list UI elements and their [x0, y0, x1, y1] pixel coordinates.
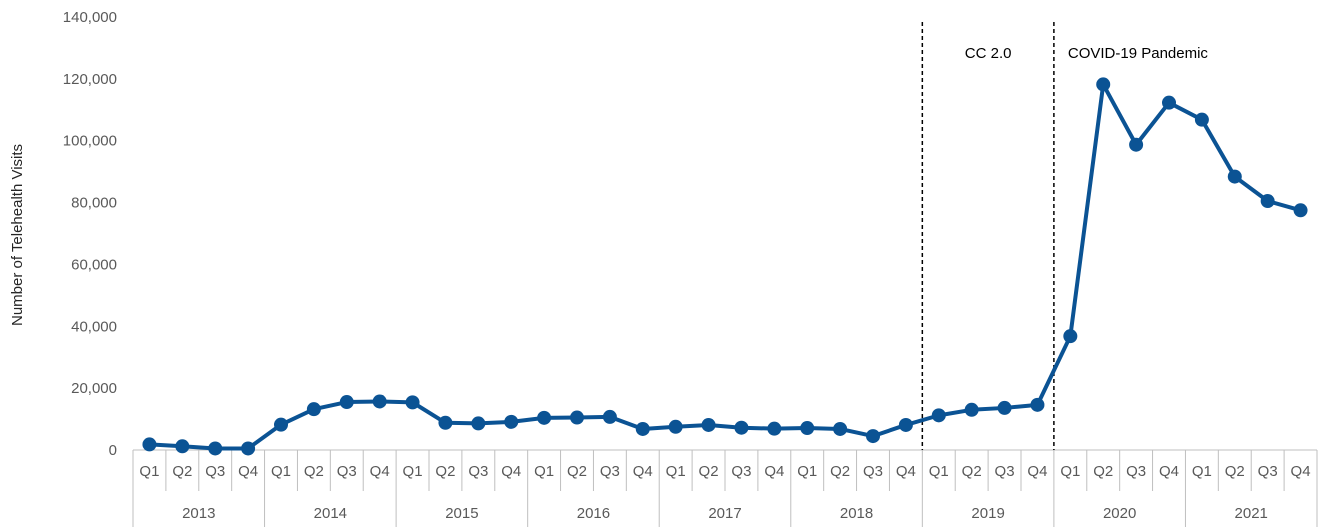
y-tick-label: 20,000 — [71, 380, 117, 397]
x-axis-categories: Q1 Q2 Q3 Q4 Q1 Q2 Q3 Q4 Q1 Q2 Q3 Q4 Q1 Q2 Q3 Q4 Q1 Q2 Q3 Q4… — [139, 463, 1310, 522]
annotation-lines: CC 2.0 COVID-19 Pandemic — [921, 22, 1209, 450]
data-point — [1129, 137, 1144, 152]
y-tick-label: 40,000 — [71, 318, 117, 335]
data-point — [833, 421, 848, 436]
quarter-label: Q4 — [501, 463, 521, 480]
quarter-label: Q1 — [1060, 463, 1080, 480]
quarter-label: Q4 — [370, 463, 390, 480]
quarter-label: Q2 — [567, 463, 587, 480]
data-point — [701, 417, 716, 432]
y-tick-label: 100,000 — [63, 133, 117, 150]
data-point — [142, 437, 157, 452]
data-point — [405, 395, 420, 410]
data-point — [372, 394, 387, 409]
y-axis-label: Number of Telehealth Visits — [9, 144, 26, 326]
data-point — [1293, 203, 1308, 218]
quarter-label: Q3 — [600, 463, 620, 480]
data-point — [997, 400, 1012, 415]
quarter-label: Q2 — [172, 463, 192, 480]
quarter-label: Q2 — [1093, 463, 1113, 480]
annotation-label: COVID-19 Pandemic — [1068, 45, 1209, 62]
quarter-label: Q4 — [633, 463, 653, 480]
quarter-label: Q2 — [1225, 463, 1245, 480]
quarter-label: Q3 — [731, 463, 751, 480]
quarter-label: Q1 — [1192, 463, 1212, 480]
axes — [132, 449, 1318, 527]
quarter-label: Q4 — [764, 463, 784, 480]
series-line — [147, 82, 1303, 451]
quarter-label: Q3 — [337, 463, 357, 480]
quarter-label: Q3 — [1126, 463, 1146, 480]
data-point — [734, 420, 749, 435]
data-point — [800, 421, 815, 436]
data-point — [1162, 95, 1176, 110]
data-point — [668, 419, 683, 434]
data-point — [866, 429, 880, 444]
year-label: 2018 — [840, 505, 873, 522]
quarter-label: Q3 — [468, 463, 488, 480]
quarter-label: Q3 — [1258, 463, 1278, 480]
year-label: 2013 — [182, 505, 215, 522]
data-point — [898, 417, 913, 432]
data-point — [1260, 194, 1275, 209]
data-point — [570, 410, 584, 425]
data-point — [1194, 112, 1209, 127]
data-point — [931, 408, 946, 423]
quarter-label: Q3 — [995, 463, 1015, 480]
data-point — [1030, 397, 1045, 412]
data-point — [537, 410, 552, 425]
data-point — [602, 409, 617, 424]
quarter-label: Q4 — [1291, 463, 1311, 480]
quarter-label: Q2 — [435, 463, 455, 480]
year-label: 2017 — [708, 505, 741, 522]
y-tick-label: 60,000 — [71, 256, 117, 273]
quarter-label: Q4 — [896, 463, 916, 480]
y-tick-label: 80,000 — [71, 195, 117, 212]
data-point — [339, 395, 354, 410]
year-label: 2014 — [314, 505, 347, 522]
data-point — [241, 441, 256, 456]
data-point — [208, 441, 223, 456]
quarter-label: Q4 — [1027, 463, 1047, 480]
data-point — [1227, 169, 1242, 184]
annotation-label: CC 2.0 — [965, 45, 1012, 62]
quarter-label: Q2 — [304, 463, 324, 480]
data-point — [1063, 329, 1078, 344]
quarter-label: Q1 — [797, 463, 817, 480]
y-tick-label: 120,000 — [63, 71, 117, 88]
quarter-label: Q1 — [534, 463, 554, 480]
data-point — [471, 416, 486, 431]
quarter-label: Q1 — [929, 463, 949, 480]
series-layer — [142, 77, 1308, 456]
quarter-label: Q1 — [139, 463, 159, 480]
quarter-label: Q2 — [699, 463, 719, 480]
y-axis-tick-labels: 0 20,000 40,000 60,000 80,000 100,000 120,000 1… — [63, 9, 117, 459]
data-point — [964, 402, 979, 417]
y-tick-label: 0 — [109, 442, 117, 459]
quarter-label: Q1 — [666, 463, 686, 480]
data-point — [175, 439, 190, 454]
year-label: 2015 — [445, 505, 478, 522]
data-point — [635, 421, 650, 436]
year-label: 2019 — [971, 505, 1004, 522]
quarter-label: Q1 — [271, 463, 291, 480]
y-tick-label: 140,000 — [63, 9, 117, 26]
data-point — [438, 415, 453, 430]
quarter-label: Q3 — [205, 463, 225, 480]
year-label: 2020 — [1103, 505, 1136, 522]
data-point — [504, 414, 519, 429]
year-label: 2021 — [1235, 505, 1268, 522]
data-point — [306, 402, 321, 417]
quarter-label: Q1 — [403, 463, 423, 480]
quarter-label: Q3 — [863, 463, 883, 480]
quarter-label: Q4 — [1159, 463, 1179, 480]
quarter-label: Q4 — [238, 463, 258, 480]
data-point — [274, 417, 288, 432]
data-point — [767, 421, 782, 436]
data-point — [1096, 77, 1111, 92]
quarter-label: Q2 — [830, 463, 850, 480]
year-label: 2016 — [577, 505, 610, 522]
quarter-label: Q2 — [962, 463, 982, 480]
